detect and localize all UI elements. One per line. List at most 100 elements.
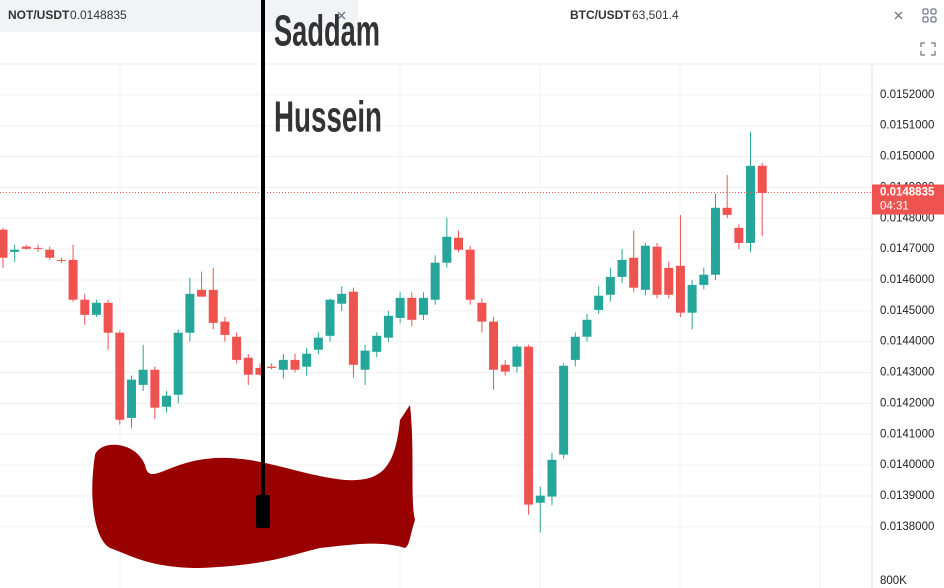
candle-body <box>348 291 358 365</box>
y-tick-label: 0.0152000 <box>880 89 934 101</box>
candle-body <box>383 315 393 338</box>
fullscreen-icon[interactable] <box>920 42 936 56</box>
layout-icon[interactable] <box>922 8 937 23</box>
candle-body <box>126 379 136 418</box>
candle-body <box>489 321 499 370</box>
candle-body <box>687 284 697 313</box>
symbol: NOT/USDT <box>8 8 70 22</box>
candle-body <box>162 395 172 407</box>
candle-body <box>232 336 242 360</box>
candle-body <box>594 295 604 310</box>
candle-body <box>722 207 732 215</box>
candle-body <box>243 357 253 375</box>
candle-body <box>80 299 90 315</box>
candle-body <box>547 459 557 497</box>
candle-body <box>208 289 218 323</box>
overlay-text: Saddam <box>274 7 380 56</box>
y-tick-label: 0.0143000 <box>880 367 934 379</box>
candle-body <box>652 246 662 295</box>
y-tick-label: 0.0138000 <box>880 521 934 533</box>
y-tick-label: 0.0147000 <box>880 243 934 255</box>
overlay-text: Hussein <box>274 93 382 142</box>
y-tick-label: 0.0139000 <box>880 490 934 502</box>
candle-body <box>150 369 160 408</box>
candle-body <box>454 237 464 250</box>
candle-body <box>500 364 510 372</box>
candle-body <box>10 249 20 252</box>
countdown: 04:31 <box>880 201 909 213</box>
candle-body <box>360 350 370 370</box>
candle-body <box>512 346 522 367</box>
close-icon[interactable] <box>337 11 346 20</box>
candle-body <box>757 165 767 193</box>
candle-body <box>185 293 195 333</box>
candle-body <box>477 302 487 322</box>
candle-body <box>640 245 650 290</box>
candle-body <box>138 369 148 385</box>
y-tick-label: 0.0144000 <box>880 336 934 348</box>
candle-body <box>664 267 674 295</box>
tab-active[interactable] <box>0 0 358 32</box>
candle-body <box>675 265 685 313</box>
candle-body <box>395 297 405 318</box>
y-tick-label: 0.0148000 <box>880 212 934 224</box>
candle-body <box>255 367 265 375</box>
candle-body <box>629 257 639 288</box>
candle-body <box>524 346 534 505</box>
candle-body <box>407 297 417 320</box>
last-price-badge <box>872 184 944 215</box>
symbol: BTC/USDT <box>570 8 631 22</box>
candle-body <box>21 246 31 249</box>
y-tick-label: 0.0150000 <box>880 151 934 163</box>
volume-label: 800K <box>880 575 907 587</box>
candle-body <box>418 297 428 315</box>
y-tick-label: 0.0141000 <box>880 428 934 440</box>
overlay-knot <box>256 495 270 528</box>
symbol-price: 63,501.4 <box>632 8 679 22</box>
candle-body <box>91 302 101 315</box>
candle-body <box>278 359 288 370</box>
candle-body <box>372 335 382 352</box>
last-price-label: 0.0148835 <box>880 187 935 199</box>
y-tick-label: 0.0146000 <box>880 274 934 286</box>
plot <box>0 94 872 533</box>
candle-body <box>173 332 183 395</box>
candle-body <box>746 165 756 243</box>
candle-body <box>197 289 207 297</box>
candle-body <box>290 359 300 370</box>
candle-body <box>220 321 230 335</box>
candle-body <box>115 332 125 420</box>
candle-body <box>313 337 323 350</box>
y-tick-label: 0.0142000 <box>880 397 934 409</box>
overlay-rope <box>261 0 265 500</box>
candle-body <box>442 236 452 263</box>
symbol-price: 0.0148835 <box>70 8 127 22</box>
candle-body <box>605 276 615 295</box>
candle-body <box>267 366 277 368</box>
candle-body <box>33 247 43 249</box>
candle-body <box>535 495 545 503</box>
candle-body <box>559 365 569 455</box>
candle-body <box>45 249 55 258</box>
candle-body <box>302 353 312 367</box>
candle-body <box>325 299 335 336</box>
y-tick-label: 0.0140000 <box>880 459 934 471</box>
y-tick-label: 0.0151000 <box>880 120 934 132</box>
candle-body <box>68 259 78 300</box>
close-icon[interactable] <box>894 11 903 20</box>
candle-body <box>710 207 720 275</box>
candle-body <box>699 274 709 285</box>
candle-body <box>103 302 113 333</box>
candle-body <box>465 249 475 300</box>
candle-body <box>582 319 592 337</box>
candle-body <box>0 229 8 258</box>
candle-body <box>337 293 347 304</box>
candle-body <box>56 259 66 261</box>
y-tick-label: 0.0145000 <box>880 305 934 317</box>
candle-body <box>430 262 440 300</box>
candle-body <box>570 336 580 360</box>
candle-body <box>617 259 627 277</box>
overlay-figure <box>92 405 415 568</box>
